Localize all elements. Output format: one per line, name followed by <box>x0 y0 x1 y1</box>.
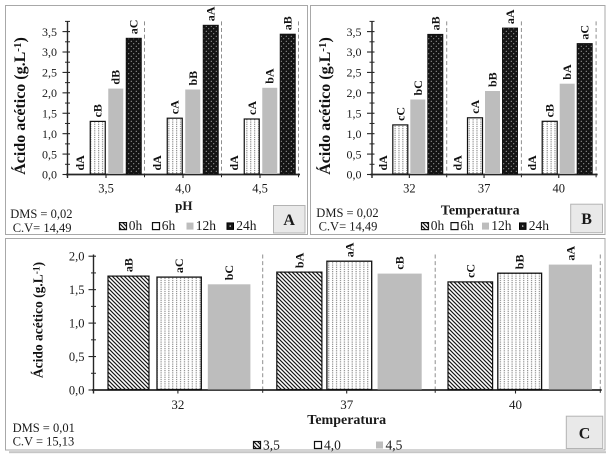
svg-text:4,5: 4,5 <box>252 181 268 195</box>
svg-text:cC: cC <box>463 264 477 278</box>
svg-text:Ácido acético (g.L-1): Ácido acético (g.L-1) <box>10 37 29 175</box>
svg-text:C.V = 15,13: C.V = 15,13 <box>13 435 75 449</box>
svg-text:1,0: 1,0 <box>42 127 57 141</box>
svg-text:3,5: 3,5 <box>42 25 57 39</box>
svg-text:6h: 6h <box>162 218 176 233</box>
svg-text:0,0: 0,0 <box>69 383 85 397</box>
svg-text:3,5: 3,5 <box>347 25 362 39</box>
svg-text:0,0: 0,0 <box>42 168 57 182</box>
svg-text:cA: cA <box>245 101 259 115</box>
svg-text:Temperatura: Temperatura <box>441 204 520 219</box>
svg-text:aC: aC <box>172 258 186 273</box>
svg-text:24h: 24h <box>529 218 550 233</box>
svg-text:C: C <box>579 426 591 443</box>
svg-text:dA: dA <box>150 155 164 171</box>
svg-text:4,0: 4,0 <box>175 181 191 195</box>
svg-text:aB: aB <box>122 258 136 272</box>
svg-text:12h: 12h <box>196 218 217 233</box>
svg-text:aB: aB <box>281 16 295 30</box>
svg-text:bA: bA <box>292 252 306 268</box>
svg-text:1,5: 1,5 <box>69 283 85 297</box>
svg-text:C.V= 14,49: C.V= 14,49 <box>13 221 72 235</box>
svg-text:37: 37 <box>478 181 491 195</box>
svg-text:0h: 0h <box>431 218 445 233</box>
svg-text:32: 32 <box>403 181 416 195</box>
svg-text:3,5: 3,5 <box>263 437 280 452</box>
svg-text:C.V= 14,49: C.V= 14,49 <box>319 220 378 234</box>
svg-text:bC: bC <box>411 80 425 95</box>
svg-text:cC: cC <box>393 107 407 121</box>
svg-text:DMS = 0,01: DMS = 0,01 <box>13 421 75 435</box>
svg-text:40: 40 <box>553 181 566 195</box>
svg-text:cA: cA <box>468 99 482 113</box>
svg-text:4,5: 4,5 <box>386 437 403 452</box>
svg-text:32: 32 <box>171 397 184 412</box>
svg-text:1,0: 1,0 <box>69 316 85 330</box>
svg-text:cB: cB <box>543 104 557 117</box>
svg-text:dA: dA <box>451 155 465 171</box>
svg-text:0,5: 0,5 <box>347 147 362 161</box>
svg-text:0h: 0h <box>129 218 143 233</box>
svg-text:aB: aB <box>428 16 442 30</box>
svg-text:cA: cA <box>168 100 182 114</box>
svg-text:bB: bB <box>486 72 500 87</box>
svg-text:12h: 12h <box>491 218 512 233</box>
svg-text:3,0: 3,0 <box>42 45 57 59</box>
svg-text:dB: dB <box>109 70 123 85</box>
svg-text:2,0: 2,0 <box>69 250 85 264</box>
svg-text:6h: 6h <box>460 218 474 233</box>
svg-text:dA: dA <box>73 155 87 171</box>
svg-text:aA: aA <box>342 242 356 257</box>
svg-text:bA: bA <box>263 68 277 84</box>
svg-text:40: 40 <box>509 397 522 412</box>
svg-text:B: B <box>581 211 592 228</box>
svg-text:bB: bB <box>513 255 527 270</box>
svg-text:DMS = 0,02: DMS = 0,02 <box>316 206 378 220</box>
svg-text:aA: aA <box>204 6 218 21</box>
svg-text:3,5: 3,5 <box>98 181 114 195</box>
svg-text:0,5: 0,5 <box>69 350 85 364</box>
svg-text:2,5: 2,5 <box>42 66 57 80</box>
svg-text:cB: cB <box>91 104 105 117</box>
svg-text:aC: aC <box>578 25 592 40</box>
svg-text:2,0: 2,0 <box>42 86 57 100</box>
svg-text:1,5: 1,5 <box>347 106 362 120</box>
svg-text:1,0: 1,0 <box>347 127 362 141</box>
svg-text:A: A <box>283 212 295 229</box>
svg-text:Temperatura: Temperatura <box>307 413 386 428</box>
svg-text:3,0: 3,0 <box>347 45 362 59</box>
svg-text:2,5: 2,5 <box>347 66 362 80</box>
svg-text:4,0: 4,0 <box>324 437 341 452</box>
svg-text:0,0: 0,0 <box>347 168 362 182</box>
svg-text:aC: aC <box>127 20 141 35</box>
svg-text:dA: dA <box>227 155 241 171</box>
svg-text:0,5: 0,5 <box>42 147 57 161</box>
svg-text:2,0: 2,0 <box>347 86 362 100</box>
svg-text:aA: aA <box>563 246 577 261</box>
svg-text:pH: pH <box>175 198 192 213</box>
svg-text:DMS = 0,02: DMS = 0,02 <box>10 207 72 221</box>
svg-text:1,5: 1,5 <box>42 106 57 120</box>
svg-text:bC: bC <box>222 265 236 280</box>
svg-text:Ácido acético (g.L-1): Ácido acético (g.L-1) <box>315 37 334 175</box>
svg-text:aA: aA <box>503 9 517 24</box>
svg-text:bA: bA <box>560 64 574 80</box>
svg-text:bB: bB <box>186 71 200 86</box>
svg-text:37: 37 <box>340 397 354 412</box>
svg-text:dA: dA <box>376 155 390 171</box>
svg-text:dA: dA <box>525 155 539 171</box>
svg-text:cB: cB <box>393 256 407 269</box>
svg-text:Ácido acético (g.L-1): Ácido acético (g.L-1) <box>31 262 46 378</box>
svg-text:24h: 24h <box>236 218 256 233</box>
